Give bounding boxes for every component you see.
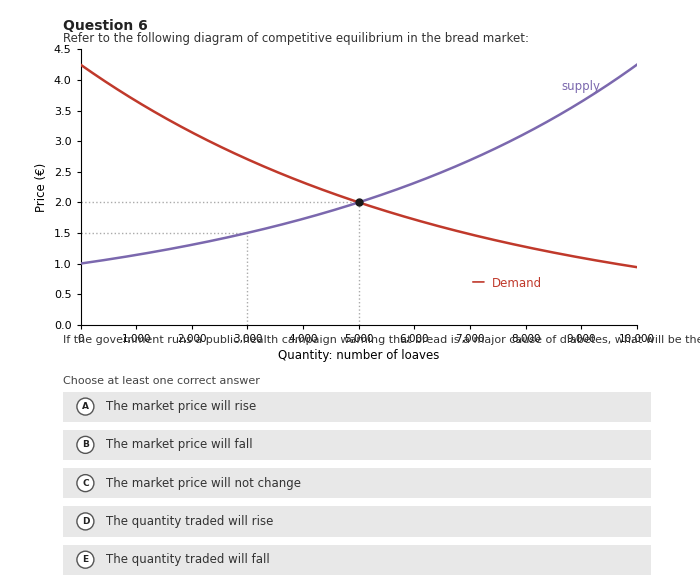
Text: The market price will rise: The market price will rise (106, 400, 257, 413)
Text: C: C (82, 478, 89, 488)
Text: If the government runs a public health campaign warning that bread is a major ca: If the government runs a public health c… (63, 335, 700, 345)
Text: A: A (82, 402, 89, 411)
Text: Question 6: Question 6 (63, 19, 148, 32)
Text: Choose at least one correct answer: Choose at least one correct answer (63, 376, 260, 386)
Text: B: B (82, 440, 89, 450)
Text: The market price will fall: The market price will fall (106, 438, 253, 451)
Text: supply: supply (562, 79, 601, 93)
Text: E: E (83, 555, 88, 564)
Text: The market price will not change: The market price will not change (106, 477, 302, 490)
Text: D: D (82, 517, 89, 526)
Text: The quantity traded will rise: The quantity traded will rise (106, 515, 274, 528)
Text: Refer to the following diagram of competitive equilibrium in the bread market:: Refer to the following diagram of compet… (63, 32, 529, 45)
Text: The quantity traded will fall: The quantity traded will fall (106, 553, 270, 566)
Text: Demand: Demand (492, 277, 542, 289)
X-axis label: Quantity: number of loaves: Quantity: number of loaves (278, 349, 440, 362)
Y-axis label: Price (€): Price (€) (35, 162, 48, 212)
